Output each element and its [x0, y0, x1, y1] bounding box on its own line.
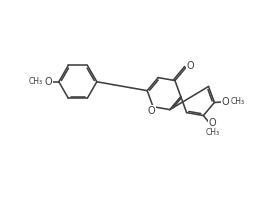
Text: O: O	[187, 61, 195, 71]
Text: CH₃: CH₃	[206, 128, 220, 137]
Text: O: O	[45, 77, 53, 87]
Text: O: O	[209, 119, 217, 129]
Text: O: O	[148, 106, 156, 116]
Text: O: O	[222, 97, 230, 107]
Text: CH₃: CH₃	[29, 77, 43, 86]
Text: CH₃: CH₃	[230, 97, 244, 106]
